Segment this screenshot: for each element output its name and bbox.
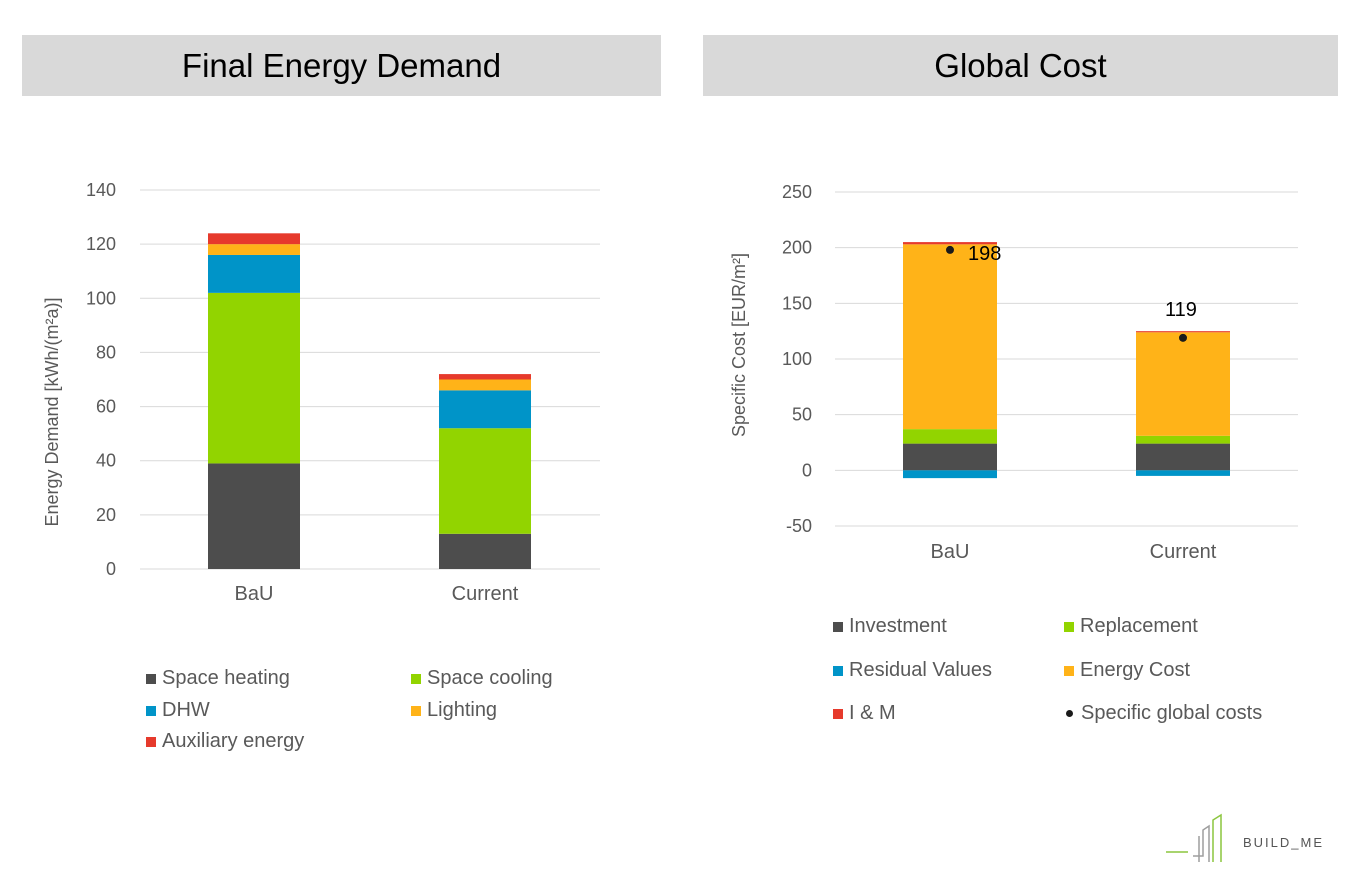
chart-title-final-energy-demand: Final Energy Demand xyxy=(22,35,661,96)
y-tick-label: 250 xyxy=(782,182,812,202)
y-tick-label: 140 xyxy=(86,180,116,200)
bar-current-space-cooling xyxy=(439,428,531,534)
bar-current-auxiliary-energy xyxy=(439,374,531,380)
legend-swatch xyxy=(411,705,421,716)
y-tick-label: 60 xyxy=(96,397,116,417)
legend-swatch xyxy=(1064,621,1074,632)
x-category-label: Current xyxy=(452,583,519,605)
y-axis-title: Energy Demand [kWh/(m²a)] xyxy=(42,297,62,526)
logo-text: BUILD_ME xyxy=(1243,835,1325,850)
legend-label: Residual Values xyxy=(849,659,993,681)
x-category-label: BaU xyxy=(235,583,274,605)
legend-label: Space heating xyxy=(162,667,290,689)
legend-item: Investment xyxy=(833,615,947,638)
bar-bau-auxiliary-energy xyxy=(208,233,300,245)
legend-swatch xyxy=(833,665,843,676)
bar-current-energy-cost xyxy=(1136,332,1230,436)
legend-label: Space cooling xyxy=(427,667,553,689)
y-tick-label: 0 xyxy=(802,460,812,480)
legend-swatch xyxy=(146,673,156,684)
bar-bau-replacement xyxy=(903,429,997,444)
build-me-logo: BUILD_ME xyxy=(1163,812,1343,872)
point-specific-global-costs xyxy=(1179,333,1187,342)
legend-label: I & M xyxy=(849,702,896,724)
legend-label: Auxiliary energy xyxy=(162,730,305,752)
bar-current-replacement xyxy=(1136,435,1230,444)
bar-current-dhw xyxy=(439,390,531,429)
legend-item: Space cooling xyxy=(411,667,553,690)
bar-bau-lighting xyxy=(208,244,300,255)
point-specific-global-costs xyxy=(946,245,954,254)
legend-item: I & M xyxy=(833,702,896,725)
bar-current-investment xyxy=(1136,443,1230,471)
legend-item: Replacement xyxy=(1064,615,1198,638)
legend-item: DHW xyxy=(146,699,210,722)
y-tick-label: 200 xyxy=(782,238,812,258)
y-tick-label: 100 xyxy=(782,349,812,369)
legend-swatch xyxy=(411,673,421,684)
legend-item: Space heating xyxy=(146,667,290,690)
y-tick-label: 100 xyxy=(86,288,116,308)
bar-bau-space-cooling xyxy=(208,292,300,464)
legend-item: Specific global costs xyxy=(1064,702,1262,725)
y-tick-label: 50 xyxy=(792,405,812,425)
y-tick-label: 0 xyxy=(106,559,116,579)
bar-current-residual-values xyxy=(1136,470,1230,476)
point-data-label: 198 xyxy=(968,243,1001,265)
legend-swatch xyxy=(146,705,156,716)
legend-item: Energy Cost xyxy=(1064,659,1190,682)
legend-label: Lighting xyxy=(427,699,498,721)
bar-bau-i-m xyxy=(903,242,997,245)
y-tick-label: 20 xyxy=(96,505,116,525)
legend-label: Replacement xyxy=(1080,615,1198,637)
final-energy-demand-chart: 0 20 40 60 80 100 120 140 BaU Current Energy Dem… xyxy=(42,180,600,605)
bar-bau-energy-cost xyxy=(903,244,997,430)
x-category-label: BaU xyxy=(931,541,970,563)
bar-bau-dhw xyxy=(208,254,300,293)
legend-swatch xyxy=(833,708,843,719)
legend-label: Specific global costs xyxy=(1081,702,1263,724)
legend-swatch xyxy=(1064,665,1074,676)
y-tick-label: -50 xyxy=(786,516,812,536)
bar-current-i-m xyxy=(1136,331,1230,333)
y-axis-title: Specific Cost [EUR/m²] xyxy=(729,253,749,437)
y-tick-label: 150 xyxy=(782,293,812,313)
legend-label: Investment xyxy=(849,615,947,637)
legend-swatch xyxy=(833,621,843,632)
point-data-label: 119 xyxy=(1165,299,1197,321)
bar-current-lighting xyxy=(439,379,531,391)
legend-swatch xyxy=(146,736,156,747)
legend-label: Energy Cost xyxy=(1080,659,1191,681)
x-category-label: Current xyxy=(1150,541,1217,563)
chart-title-global-cost: Global Cost xyxy=(703,35,1338,96)
legend-item: Lighting xyxy=(411,699,497,722)
legend-item: Auxiliary energy xyxy=(146,730,304,753)
y-tick-label: 120 xyxy=(86,234,116,254)
bar-bau-space-heating xyxy=(208,463,300,569)
legend-label: DHW xyxy=(162,699,210,721)
legend-dot-marker xyxy=(1066,710,1073,717)
bar-bau-residual-values xyxy=(903,470,997,479)
bar-bau-investment xyxy=(903,443,997,471)
y-tick-label: 80 xyxy=(96,342,116,362)
bar-current-space-heating xyxy=(439,533,531,569)
logo-mark-icon xyxy=(1166,813,1222,862)
legend-item: Residual Values xyxy=(833,659,992,682)
y-tick-label: 40 xyxy=(96,451,116,471)
